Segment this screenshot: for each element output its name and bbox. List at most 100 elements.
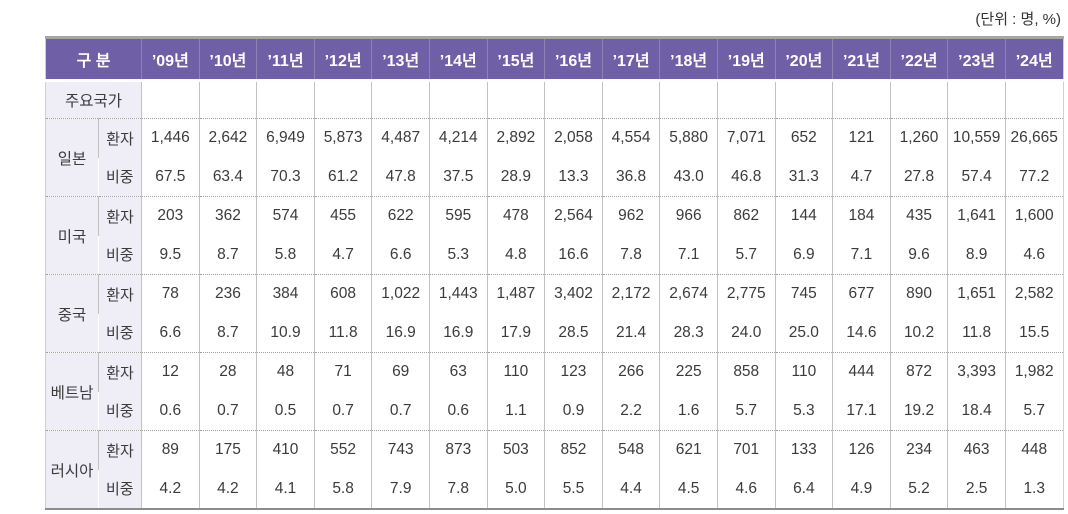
patients-value-cell: 26,665 bbox=[1004, 118, 1064, 158]
patients-value-cell: 1,022 bbox=[371, 274, 430, 314]
share-value-cell: 19.2 bbox=[889, 391, 948, 431]
patients-value-cell: 622 bbox=[371, 196, 430, 236]
patients-value-cell: 608 bbox=[313, 274, 372, 314]
share-value-cell: 0.7 bbox=[198, 391, 257, 431]
patients-value-cell: 4,554 bbox=[601, 118, 660, 158]
column-header-year: ’16년 bbox=[544, 37, 603, 82]
table-row-patients: 미국 환자 203 362 574 455 622 595 478 2,564 962 966 862 1… bbox=[45, 196, 1064, 275]
share-value-cell: 4.6 bbox=[716, 469, 776, 509]
patients-value-cell: 873 bbox=[428, 430, 488, 470]
share-value-cell: 77.2 bbox=[1004, 157, 1064, 197]
patients-value-cell: 7,071 bbox=[716, 118, 776, 158]
patients-value-cell: 28 bbox=[198, 352, 257, 392]
share-value-cell: 7.9 bbox=[371, 469, 430, 509]
patients-value-cell: 743 bbox=[371, 430, 430, 470]
share-value-cell: 7.1 bbox=[659, 235, 718, 275]
column-header-category: 구 분 bbox=[45, 37, 142, 82]
share-value-cell: 8.7 bbox=[198, 313, 257, 353]
row-label-patients: 환자 bbox=[97, 118, 142, 158]
patients-value-cell: 10,559 bbox=[947, 118, 1006, 158]
row-label-share: 비중 bbox=[98, 469, 142, 509]
empty-cell bbox=[313, 80, 372, 119]
patients-value-cell: 966 bbox=[659, 196, 718, 236]
patients-value-cell: 6,949 bbox=[256, 118, 315, 158]
share-value-cell: 28.9 bbox=[486, 157, 545, 197]
share-value-cell: 5.3 bbox=[774, 391, 833, 431]
share-value-cell: 46.8 bbox=[716, 157, 776, 197]
patients-value-cell: 203 bbox=[141, 196, 200, 236]
share-value-cell: 0.9 bbox=[544, 391, 603, 431]
table-row-patients: 일본 환자 1,446 2,642 6,949 5,873 4,487 4,214 2,892 2… bbox=[45, 118, 1064, 197]
empty-cell bbox=[486, 80, 545, 119]
row-label-country: 일본 bbox=[45, 118, 99, 197]
empty-cell bbox=[889, 80, 948, 119]
column-header-year: ’20년 bbox=[774, 37, 833, 82]
table-row-share: 비중 6.6 8.7 10.9 11.8 16.9 16.9 17.9 28.5 21.4 28.3… bbox=[46, 313, 1064, 353]
share-value-cell: 4.7 bbox=[832, 157, 891, 197]
share-value-cell: 4.6 bbox=[1004, 235, 1064, 275]
row-label-share: 비중 bbox=[98, 157, 142, 197]
column-header-year: ’22년 bbox=[889, 37, 948, 82]
share-value-cell: 5.3 bbox=[428, 235, 488, 275]
row-label-patients: 환자 bbox=[97, 352, 142, 392]
patients-value-cell: 652 bbox=[774, 118, 833, 158]
share-value-cell: 16.9 bbox=[371, 313, 430, 353]
share-value-cell: 5.5 bbox=[544, 469, 603, 509]
row-label-country: 베트남 bbox=[45, 352, 99, 431]
row-label-country: 러시아 bbox=[45, 430, 99, 509]
row-label-patients: 환자 bbox=[97, 430, 142, 470]
patients-value-cell: 2,058 bbox=[544, 118, 603, 158]
share-value-cell: 7.8 bbox=[428, 469, 488, 509]
patients-value-cell: 574 bbox=[256, 196, 315, 236]
share-value-cell: 70.3 bbox=[256, 157, 315, 197]
share-value-cell: 16.9 bbox=[428, 313, 488, 353]
patients-value-cell: 3,393 bbox=[947, 352, 1006, 392]
share-value-cell: 1.1 bbox=[486, 391, 545, 431]
share-value-cell: 9.6 bbox=[889, 235, 948, 275]
share-value-cell: 4.2 bbox=[198, 469, 257, 509]
share-value-cell: 9.5 bbox=[141, 235, 200, 275]
share-value-cell: 24.0 bbox=[716, 313, 776, 353]
row-label-patients: 환자 bbox=[97, 196, 142, 236]
column-header-year: ’15년 bbox=[486, 37, 545, 82]
patients-value-cell: 5,873 bbox=[313, 118, 372, 158]
share-value-cell: 15.5 bbox=[1004, 313, 1064, 353]
share-value-cell: 10.9 bbox=[256, 313, 315, 353]
row-label-patients: 환자 bbox=[97, 274, 142, 314]
column-header-year: ’13년 bbox=[371, 37, 430, 82]
share-value-cell: 0.7 bbox=[313, 391, 372, 431]
share-value-cell: 18.4 bbox=[947, 391, 1006, 431]
patients-value-cell: 266 bbox=[601, 352, 660, 392]
patients-value-cell: 548 bbox=[601, 430, 660, 470]
share-value-cell: 57.4 bbox=[947, 157, 1006, 197]
row-label-country: 중국 bbox=[45, 274, 99, 353]
share-value-cell: 8.7 bbox=[198, 235, 257, 275]
share-value-cell: 6.6 bbox=[371, 235, 430, 275]
table-row-patients: 중국 환자 78 236 384 608 1,022 1,443 1,487 3,402 2,172… bbox=[45, 274, 1064, 353]
patients-value-cell: 234 bbox=[889, 430, 948, 470]
table-body: 주요국가 일본 환자 1,446 2,642 6,949 5,873 4,487 4,214 2,… bbox=[45, 80, 1064, 509]
column-header-year: ’17년 bbox=[601, 37, 660, 82]
share-value-cell: 0.6 bbox=[141, 391, 200, 431]
patients-value-cell: 862 bbox=[716, 196, 776, 236]
patients-value-cell: 123 bbox=[544, 352, 603, 392]
patients-value-cell: 2,642 bbox=[198, 118, 257, 158]
empty-cell bbox=[716, 80, 776, 119]
share-value-cell: 63.4 bbox=[198, 157, 257, 197]
share-value-cell: 14.6 bbox=[832, 313, 891, 353]
patients-value-cell: 63 bbox=[428, 352, 488, 392]
share-value-cell: 2.5 bbox=[947, 469, 1006, 509]
patients-value-cell: 5,880 bbox=[659, 118, 718, 158]
empty-cell bbox=[371, 80, 430, 119]
share-value-cell: 5.7 bbox=[716, 391, 776, 431]
share-value-cell: 4.5 bbox=[659, 469, 718, 509]
share-value-cell: 27.8 bbox=[889, 157, 948, 197]
share-value-cell: 43.0 bbox=[659, 157, 718, 197]
header-row: 구 분 ’09년 ’10년 ’11년 ’12년 ’13년 ’14년 ’15년 ’16년 ’17년’… bbox=[45, 37, 1064, 82]
empty-cell bbox=[601, 80, 660, 119]
patients-value-cell: 1,982 bbox=[1004, 352, 1064, 392]
patients-value-cell: 962 bbox=[601, 196, 660, 236]
share-value-cell: 4.9 bbox=[832, 469, 891, 509]
patients-value-cell: 503 bbox=[486, 430, 545, 470]
